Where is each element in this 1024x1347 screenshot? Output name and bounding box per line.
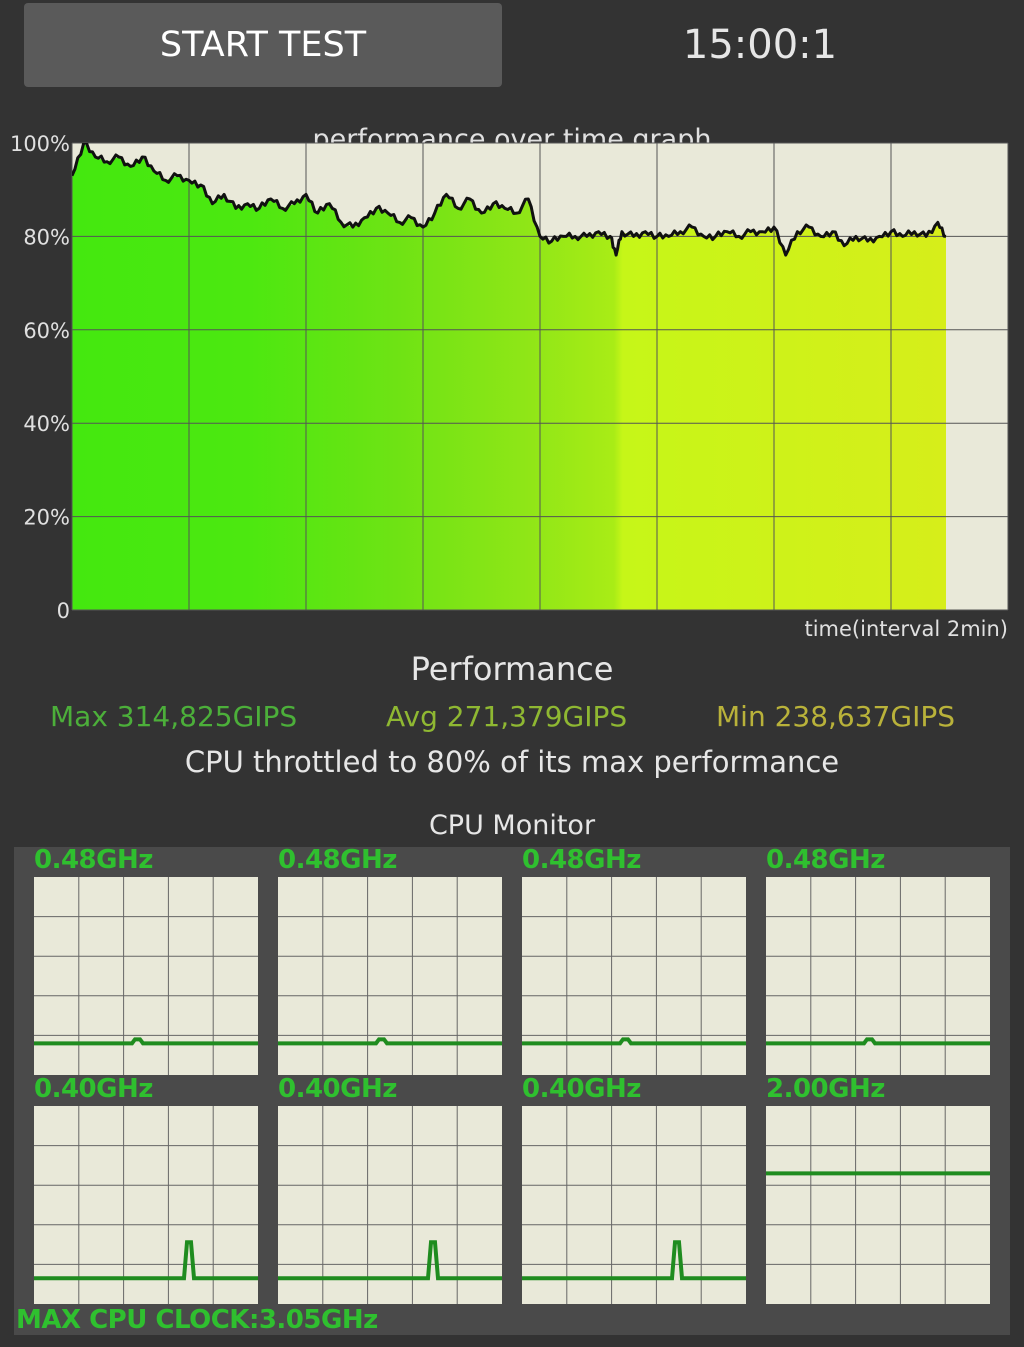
perf-y-tick-label: 100% bbox=[10, 132, 70, 156]
core-load-graph bbox=[278, 1106, 502, 1304]
core-load-graph bbox=[278, 877, 502, 1075]
core-load-graph bbox=[766, 877, 990, 1075]
perf-area-group bbox=[72, 143, 946, 610]
performance-heading: Performance bbox=[410, 650, 614, 688]
avg-gips-stat: Avg 271,379GIPS bbox=[386, 700, 628, 733]
perf-y-tick-label: 0 bbox=[57, 599, 70, 623]
core-frequency-label: 2.00GHz bbox=[766, 1074, 885, 1104]
perf-y-tick-label: 60% bbox=[23, 319, 70, 343]
max-cpu-clock: MAX CPU CLOCK:3.05GHz bbox=[16, 1305, 378, 1335]
perf-y-tick-label: 80% bbox=[23, 225, 70, 249]
core-frequency-label: 0.48GHz bbox=[34, 845, 153, 875]
core-frequency-label: 0.48GHz bbox=[766, 845, 885, 875]
perf-grid bbox=[71, 142, 1009, 611]
performance-over-time-graph: 100% 80% 60% 40% 20% 0 time(interval 2min) bbox=[10, 132, 1009, 641]
perf-y-tick-label: 20% bbox=[23, 506, 70, 530]
core-load-line bbox=[34, 1037, 258, 1046]
max-gips-stat: Max 314,825GIPS bbox=[50, 700, 298, 733]
core-load-graph bbox=[766, 1106, 990, 1304]
perf-y-tick-label: 40% bbox=[23, 412, 70, 436]
perf-line bbox=[72, 143, 947, 257]
core-frequency-label: 0.48GHz bbox=[522, 845, 641, 875]
throttle-message: CPU throttled to 80% of its max performa… bbox=[184, 745, 840, 779]
test-timer: 15:00:1 bbox=[682, 22, 838, 68]
start-test-button[interactable]: START TEST bbox=[24, 3, 502, 87]
core-load-line bbox=[278, 1240, 502, 1281]
perf-area bbox=[72, 143, 946, 610]
core-graph-bg bbox=[278, 1106, 502, 1304]
core-graph-bg bbox=[766, 1106, 990, 1304]
core-load-line bbox=[522, 1037, 746, 1046]
perf-x-axis-label: time(interval 2min) bbox=[804, 617, 1008, 641]
perf-line-group bbox=[72, 143, 947, 257]
core-load-line bbox=[278, 1037, 502, 1046]
core-load-line bbox=[34, 1240, 258, 1281]
core-load-graph bbox=[34, 877, 258, 1075]
min-gips-stat: Min 238,637GIPS bbox=[716, 700, 955, 733]
core-graph-bg bbox=[34, 1106, 258, 1304]
core-frequency-label: 0.40GHz bbox=[34, 1074, 153, 1104]
perf-y-ticks: 100% 80% 60% 40% 20% 0 bbox=[10, 132, 70, 623]
core-frequency-label: 0.48GHz bbox=[278, 845, 397, 875]
cpu-monitor-heading: CPU Monitor bbox=[428, 810, 596, 841]
core-load-line bbox=[522, 1240, 746, 1281]
core-graph-bg bbox=[522, 1106, 746, 1304]
core-frequency-label: 0.40GHz bbox=[278, 1074, 397, 1104]
core-load-line bbox=[766, 1037, 990, 1046]
core-load-graph bbox=[34, 1106, 258, 1304]
core-frequency-label: 0.40GHz bbox=[522, 1074, 641, 1104]
core-load-graph bbox=[522, 877, 746, 1075]
core-load-graph bbox=[522, 1106, 746, 1304]
